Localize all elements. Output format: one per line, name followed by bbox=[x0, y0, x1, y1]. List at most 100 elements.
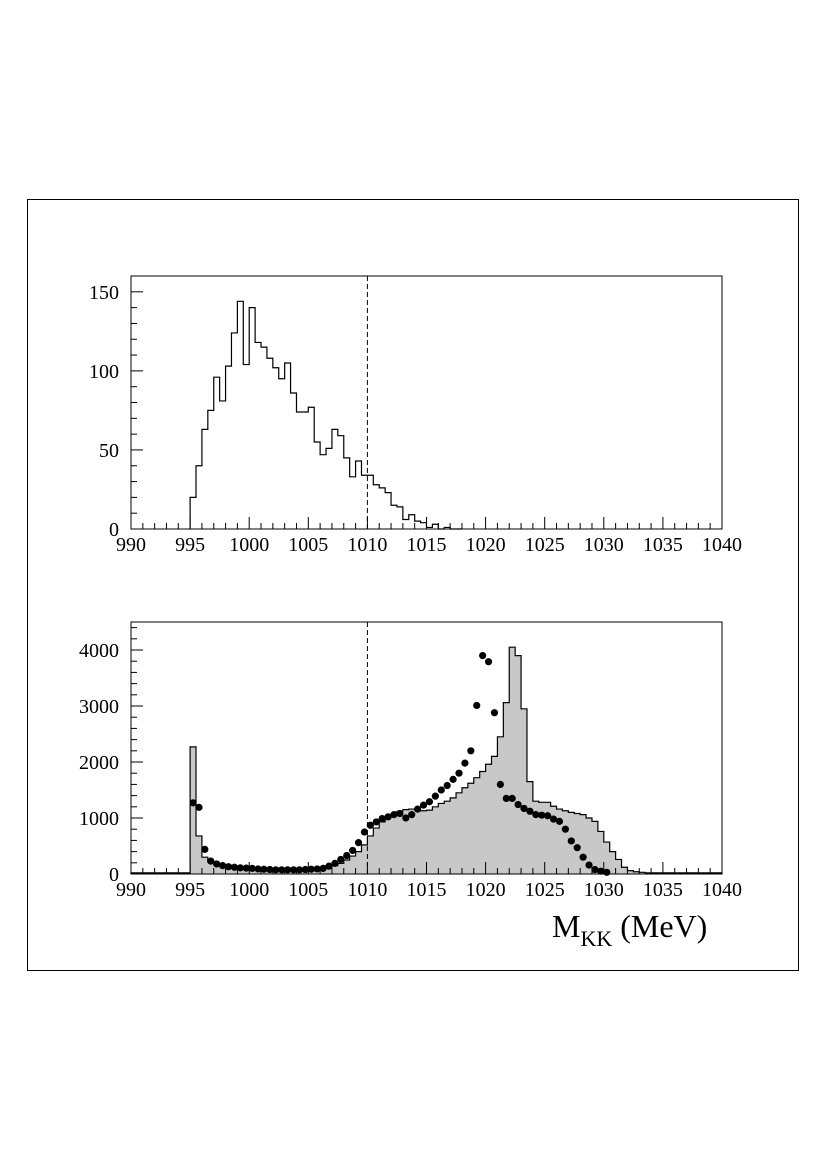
x-tick-label: 1015 bbox=[407, 534, 447, 556]
x-axis-title-subscript: KK bbox=[580, 926, 612, 951]
data-point bbox=[343, 851, 351, 860]
data-point bbox=[207, 857, 215, 865]
data-point bbox=[538, 811, 546, 819]
x-tick-label: 995 bbox=[175, 534, 205, 556]
data-point bbox=[331, 859, 339, 867]
data-point bbox=[224, 863, 233, 871]
x-tick-label: 1000 bbox=[229, 534, 269, 556]
data-point bbox=[260, 865, 268, 873]
y-tick-label: 4000 bbox=[79, 640, 119, 662]
data-point bbox=[254, 865, 262, 873]
x-tick-label: 1005 bbox=[288, 534, 328, 556]
figure-frame bbox=[27, 199, 799, 971]
data-point bbox=[555, 817, 564, 825]
data-point bbox=[289, 866, 298, 874]
data-point bbox=[242, 864, 250, 872]
data-point bbox=[437, 786, 445, 794]
data-point bbox=[431, 792, 439, 800]
data-point bbox=[230, 863, 239, 871]
data-point bbox=[473, 701, 481, 710]
x-tick-label: 1025 bbox=[525, 879, 565, 901]
data-point bbox=[484, 658, 493, 666]
x-tick-label: 990 bbox=[116, 879, 146, 901]
data-point bbox=[414, 805, 422, 813]
data-point bbox=[325, 862, 333, 870]
y-tick-label: 0 bbox=[109, 519, 119, 541]
x-tick-label: 1030 bbox=[584, 534, 624, 556]
y-tick-label: 100 bbox=[89, 361, 119, 383]
data-point bbox=[360, 828, 369, 836]
y-tick-label: 1000 bbox=[79, 808, 119, 830]
data-point bbox=[443, 781, 451, 790]
data-point bbox=[319, 864, 327, 873]
data-point bbox=[455, 769, 463, 777]
x-tick-label: 990 bbox=[116, 534, 146, 556]
data-point bbox=[272, 866, 280, 874]
data-point bbox=[585, 861, 593, 869]
x-tick-label: 1000 bbox=[229, 879, 269, 901]
y-tick-label: 0 bbox=[109, 864, 119, 886]
x-tick-label: 1030 bbox=[584, 879, 624, 901]
data-point bbox=[201, 845, 209, 853]
data-point bbox=[284, 866, 292, 874]
x-tick-label: 1040 bbox=[702, 534, 742, 556]
x-tick-label: 1040 bbox=[702, 879, 742, 901]
y-tick-label: 50 bbox=[99, 440, 119, 462]
data-point bbox=[579, 853, 587, 861]
data-point bbox=[189, 799, 197, 807]
x-tick-label: 1020 bbox=[466, 534, 506, 556]
data-point bbox=[496, 780, 504, 789]
data-point bbox=[419, 801, 428, 809]
data-point bbox=[349, 846, 357, 855]
x-tick-label: 1035 bbox=[643, 879, 683, 901]
data-point bbox=[307, 865, 315, 873]
histogram-outline bbox=[189, 300, 462, 530]
data-point bbox=[295, 866, 304, 874]
x-tick-label: 1010 bbox=[347, 534, 387, 556]
bottom-panel: 990 995 1000 1005 1010 1015 1020 1025 1030 1035 10… bbox=[79, 621, 742, 901]
data-point bbox=[597, 867, 605, 875]
data-point bbox=[544, 812, 552, 820]
data-point bbox=[532, 811, 540, 819]
y-tick-label: 2000 bbox=[79, 752, 119, 774]
data-point bbox=[396, 809, 404, 818]
data-point bbox=[402, 814, 410, 822]
data-point bbox=[502, 794, 510, 803]
x-tick-label: 1020 bbox=[466, 879, 506, 901]
data-point bbox=[337, 855, 345, 864]
data-point bbox=[219, 862, 227, 870]
histogram-fill bbox=[131, 647, 722, 874]
x-axis-title: MKK (MeV) bbox=[552, 908, 707, 951]
data-point bbox=[567, 837, 575, 845]
data-point bbox=[514, 800, 522, 809]
data-point bbox=[573, 844, 581, 852]
plot-area-frame bbox=[130, 275, 723, 530]
data-point bbox=[354, 839, 363, 847]
data-point bbox=[461, 759, 469, 767]
data-point bbox=[479, 652, 487, 660]
data-point bbox=[195, 803, 203, 811]
x-tick-label: 1010 bbox=[347, 879, 387, 901]
data-point bbox=[549, 815, 558, 823]
data-point bbox=[313, 865, 321, 873]
data-point bbox=[561, 825, 569, 833]
top-panel: 990 995 1000 1005 1010 1015 1020 1025 1030 1035 10… bbox=[89, 275, 742, 556]
data-point bbox=[520, 804, 528, 813]
x-tick-label: 1015 bbox=[407, 879, 447, 901]
data-point bbox=[378, 814, 386, 823]
data-point bbox=[213, 860, 221, 868]
data-point bbox=[366, 821, 374, 829]
data-point bbox=[372, 818, 380, 826]
data-point bbox=[591, 865, 599, 874]
data-point bbox=[301, 865, 309, 874]
data-point bbox=[467, 747, 475, 755]
data-point bbox=[248, 864, 256, 873]
x-tick-label: 995 bbox=[175, 879, 205, 901]
x-axis-title-unit: (MeV) bbox=[620, 908, 707, 944]
data-point bbox=[526, 807, 534, 815]
data-point bbox=[384, 813, 392, 821]
x-tick-label: 1005 bbox=[288, 879, 328, 901]
data-point bbox=[449, 775, 457, 783]
data-point bbox=[390, 811, 398, 819]
